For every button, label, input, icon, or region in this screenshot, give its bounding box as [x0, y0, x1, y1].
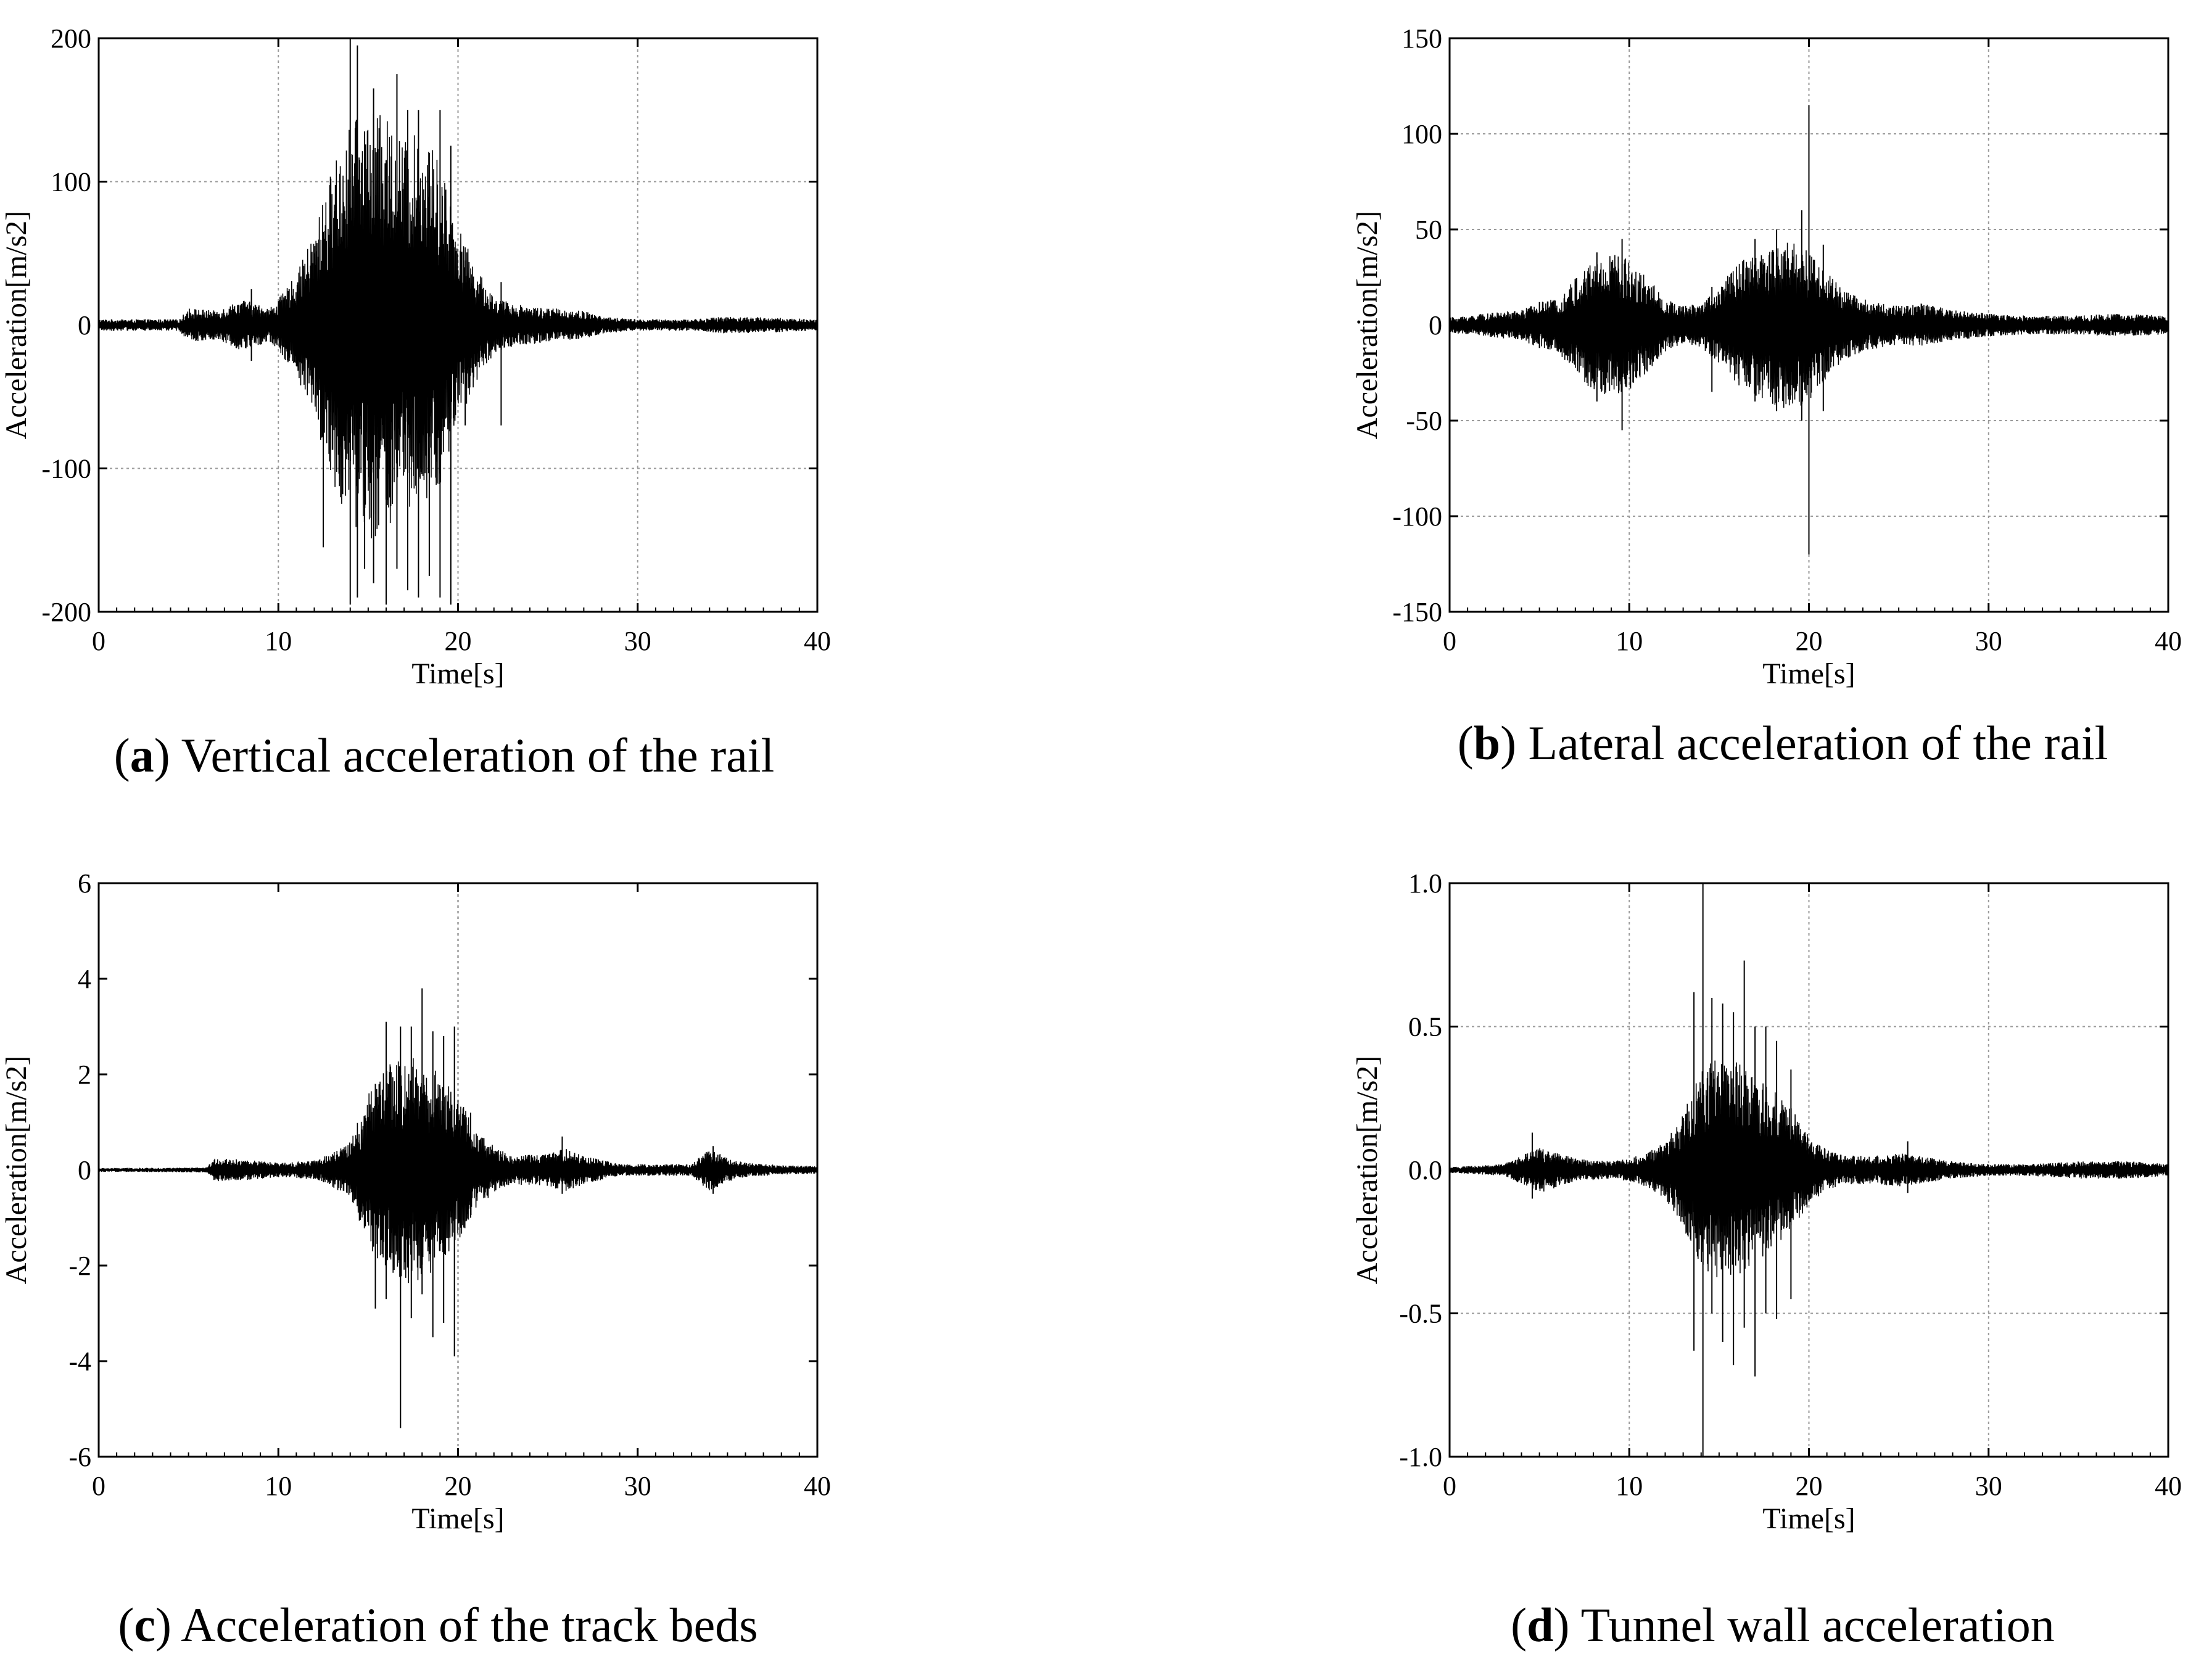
x-tick-label: 30 [1975, 626, 2002, 656]
y-tick-label: 2 [78, 1060, 91, 1090]
caption-d: (d) Tunnel wall acceleration [1511, 1598, 2055, 1652]
caption-letter-b: b [1473, 716, 1501, 770]
caption-text-c: ) Acceleration of the track beds [155, 1598, 758, 1652]
y-tick-label: 200 [51, 23, 91, 54]
y-tick-label: 4 [78, 964, 91, 994]
x-tick-label: 10 [1616, 626, 1643, 656]
x-tick-label: 40 [804, 626, 831, 656]
x-tick-label: 40 [2155, 626, 2182, 656]
y-tick-label: -4 [68, 1346, 91, 1377]
y-tick-label: 1.0 [1408, 868, 1442, 899]
y-tick-label: 0.0 [1408, 1155, 1442, 1185]
y-tick-label: -0.5 [1399, 1299, 1442, 1329]
caption-a: (a) Vertical acceleration of the rail [114, 728, 775, 782]
y-tick-label: -100 [41, 454, 91, 484]
x-tick-label: 10 [265, 1471, 292, 1501]
chart-panel-c: 0 10 20 30 40 -6 -4 -2 0 2 4 6 Time[s] Acceleration[m… [0, 851, 851, 1560]
y-tick-label: 0 [1429, 310, 1442, 340]
x-tick-label: 20 [445, 626, 472, 656]
chart-a: 0 10 20 30 40 -200 -100 0 100 200 Time[s] Accelerat… [0, 23, 831, 690]
y-tick-label: 100 [1401, 119, 1442, 149]
y-axis-label: Acceleration[m/s2] [1351, 1056, 1384, 1285]
chart-b: 0 10 20 30 40 -150 -100 -50 0 50 100 150 Time[s] Acce… [1351, 23, 2182, 690]
y-tick-label: -200 [41, 597, 91, 627]
x-tick-label: 0 [1443, 626, 1456, 656]
y-tick-label: 100 [51, 167, 91, 197]
x-tick-label: 40 [2155, 1471, 2182, 1501]
x-tick-label: 10 [1616, 1471, 1643, 1501]
caption-text-d: ) Tunnel wall acceleration [1553, 1598, 2055, 1652]
signal-trace [98, 113, 818, 538]
y-axis-label: Acceleration[m/s2] [0, 1056, 33, 1285]
y-tick-label: 0 [78, 1155, 91, 1185]
caption-text-b: ) Lateral acceleration of the rail [1500, 716, 2108, 770]
x-tick-label: 0 [92, 1471, 105, 1501]
caption-text-a: ) Vertical acceleration of the rail [154, 728, 775, 782]
x-tick-label: 30 [1975, 1471, 2002, 1501]
x-tick-label: 10 [265, 626, 292, 656]
x-tick-label: 40 [804, 1471, 831, 1501]
y-tick-label: 0 [78, 310, 91, 340]
x-tick-label: 30 [624, 626, 651, 656]
signal-trace [1449, 1060, 2169, 1278]
y-tick-label: -50 [1406, 406, 1442, 436]
chart-d: 0 10 20 30 40 -1.0 -0.5 0.0 0.5 1.0 Time[s] Acceler… [1351, 868, 2182, 1535]
signal-trace [98, 1058, 818, 1283]
y-axis-label: Acceleration[m/s2] [0, 211, 33, 440]
y-tick-label: 50 [1415, 215, 1442, 245]
y-tick-label: 6 [78, 868, 91, 899]
x-tick-label: 0 [92, 626, 105, 656]
x-tick-label: 20 [1796, 626, 1823, 656]
y-tick-label: -150 [1392, 597, 1442, 627]
chart-panel-a: 0 10 20 30 40 -200 -100 0 100 200 Time[s] Accelerat… [0, 0, 851, 709]
y-tick-label: -2 [68, 1251, 91, 1281]
x-tick-label: 0 [1443, 1471, 1456, 1501]
y-axis-label: Acceleration[m/s2] [1351, 211, 1384, 440]
x-axis-label: Time[s] [411, 1502, 504, 1535]
chart-panel-b: 0 10 20 30 40 -150 -100 -50 0 50 100 150 Time[s] Acce… [1345, 0, 2196, 709]
caption-letter-d: d [1527, 1598, 1554, 1652]
caption-letter-a: a [130, 728, 154, 782]
caption-b: (b) Lateral acceleration of the rail [1457, 716, 2108, 770]
x-tick-label: 20 [1796, 1471, 1823, 1501]
x-tick-label: 20 [445, 1471, 472, 1501]
x-tick-label: 30 [624, 1471, 651, 1501]
chart-c: 0 10 20 30 40 -6 -4 -2 0 2 4 6 Time[s] Acceleration[m… [0, 868, 831, 1535]
y-tick-label: -1.0 [1399, 1442, 1442, 1472]
x-axis-label: Time[s] [411, 657, 504, 690]
chart-panel-d: 0 10 20 30 40 -1.0 -0.5 0.0 0.5 1.0 Time[s] Acceler… [1345, 851, 2196, 1560]
y-tick-label: 0.5 [1408, 1012, 1442, 1042]
caption-c: (c) Acceleration of the track beds [118, 1598, 758, 1652]
y-tick-label: -6 [68, 1442, 91, 1472]
x-axis-label: Time[s] [1762, 1502, 1855, 1535]
y-tick-label: 150 [1401, 23, 1442, 54]
caption-letter-c: c [134, 1598, 155, 1652]
y-tick-label: -100 [1392, 501, 1442, 532]
x-axis-label: Time[s] [1762, 657, 1855, 690]
